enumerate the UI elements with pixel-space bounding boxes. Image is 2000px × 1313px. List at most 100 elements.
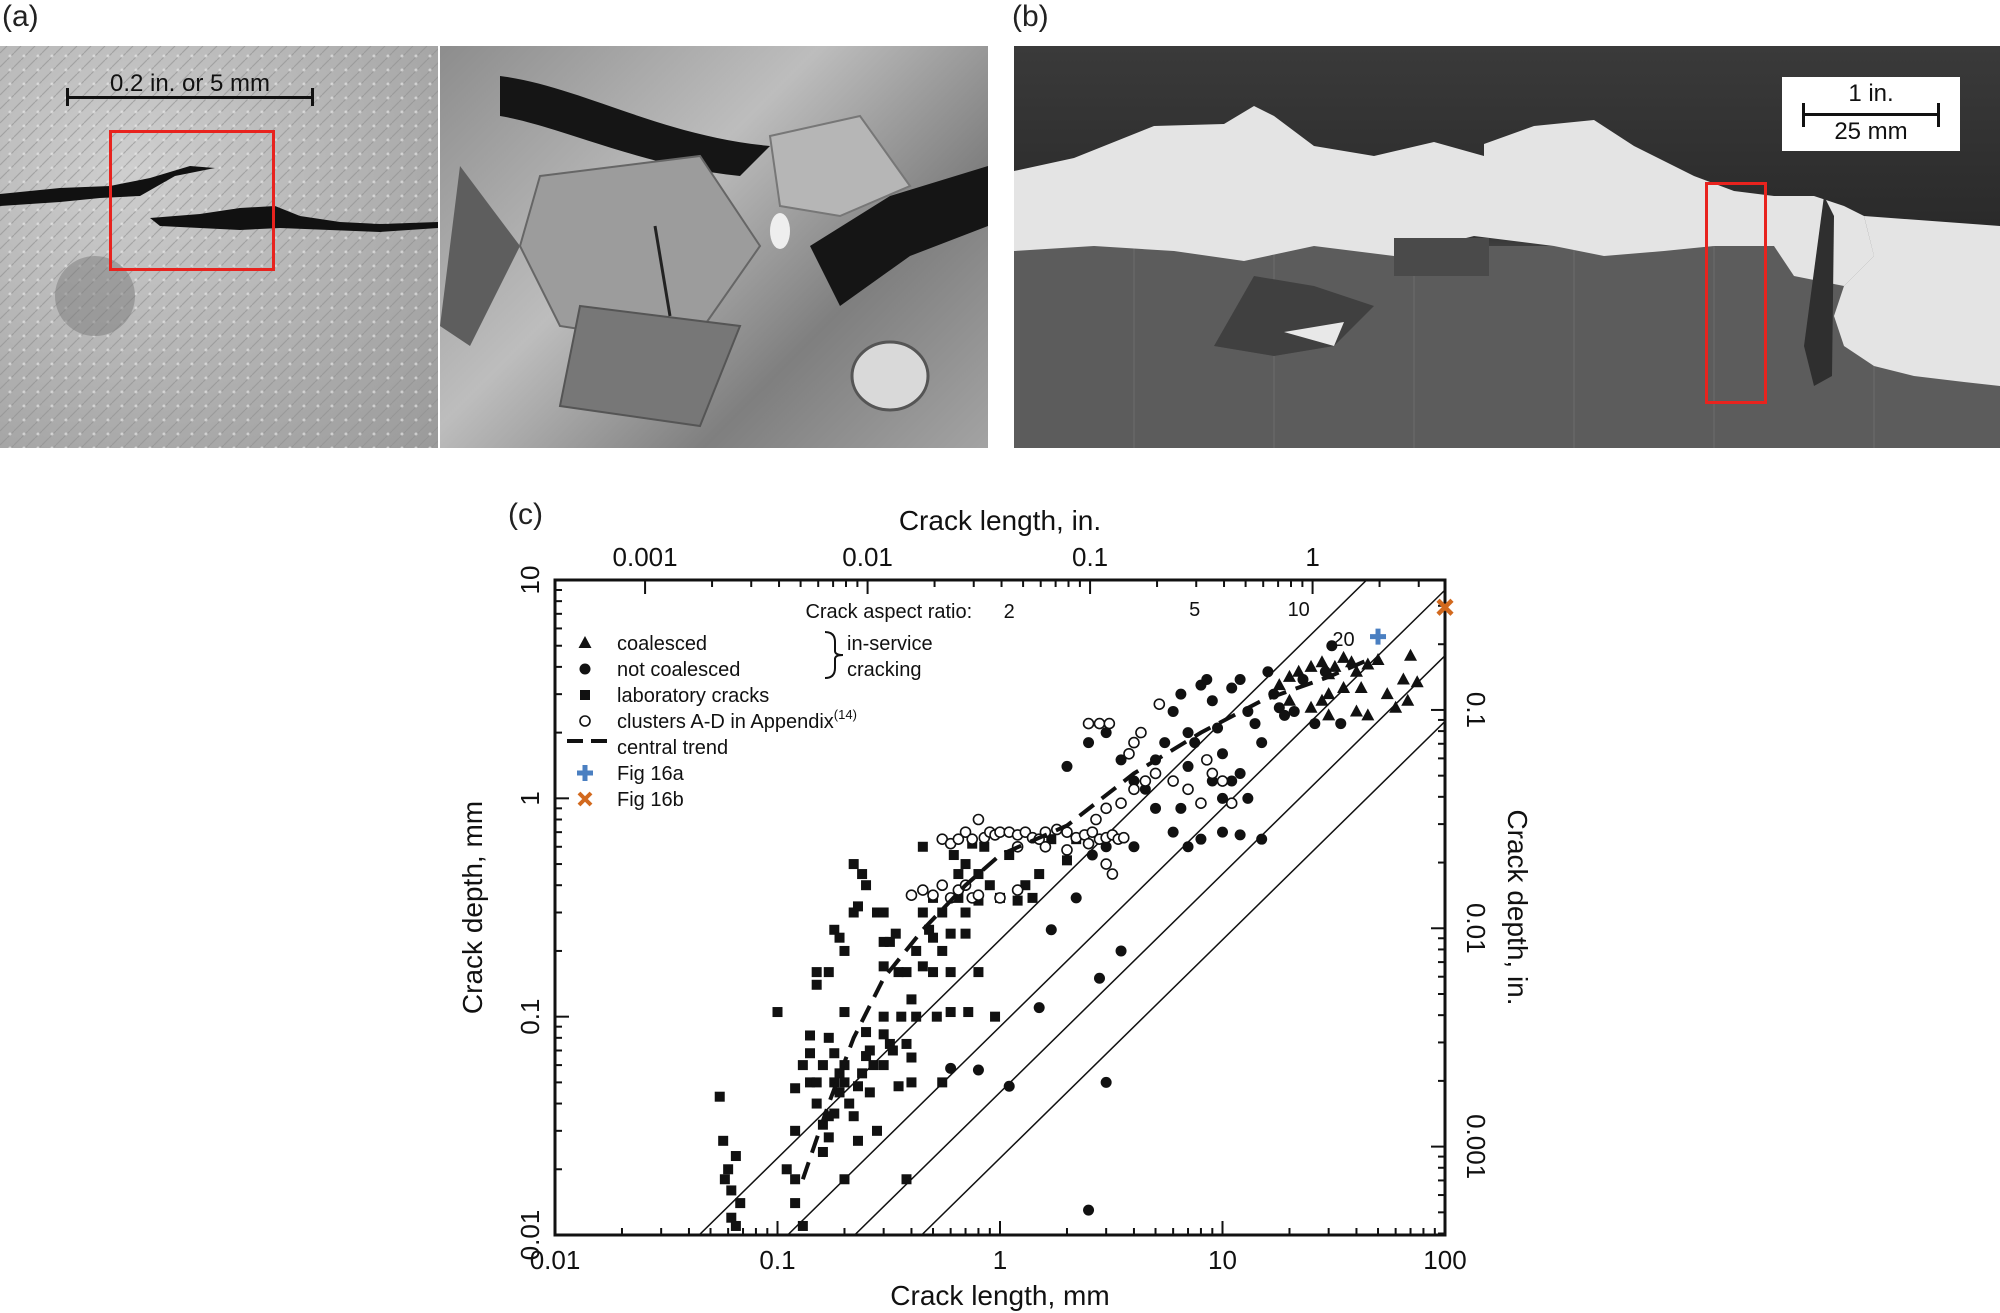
point-not-coalesced (1128, 841, 1140, 853)
point-laboratory-cracks (887, 1045, 898, 1056)
legend-not-coalesced-label: not coalesced (617, 659, 740, 681)
legend-coalesced-label: coalesced (617, 633, 707, 655)
point-laboratory-cracks (805, 1077, 816, 1088)
point-laboratory-cracks (878, 961, 889, 972)
point-clusters-a-d-in-appendix (1082, 837, 1095, 850)
point-coalesced (1371, 653, 1385, 666)
point-laboratory-cracks (719, 1174, 730, 1185)
point-laboratory-cracks (811, 979, 822, 990)
point-laboratory-cracks (945, 928, 956, 939)
point-laboratory-cracks (805, 1048, 816, 1059)
legend-cracking: cracking (847, 659, 921, 681)
point-laboratory-cracks (871, 1125, 882, 1136)
point-not-coalesced (1279, 709, 1291, 721)
point-not-coalesced (1335, 718, 1347, 730)
point-laboratory-cracks (852, 1135, 863, 1146)
point-coalesced (1349, 704, 1363, 717)
point-laboratory-cracks (928, 932, 939, 943)
point-laboratory-cracks (890, 928, 901, 939)
point-laboratory-cracks (937, 907, 948, 918)
point-laboratory-cracks (864, 1045, 875, 1056)
point-laboratory-cracks (973, 869, 984, 880)
point-laboratory-cracks (823, 1032, 834, 1043)
point-not-coalesced (1070, 892, 1082, 904)
legend-fig16b-marker (577, 791, 593, 807)
point-not-coalesced (1297, 674, 1309, 686)
point-laboratory-cracks (797, 1060, 808, 1071)
point-clusters-a-d-in-appendix (1216, 775, 1229, 787)
panel-label-a: (a) (2, 0, 39, 33)
point-laboratory-cracks (884, 936, 895, 947)
x2-axis-label: Crack length, in. (899, 505, 1101, 536)
point-coalesced (1322, 687, 1336, 700)
point-fig-16a (1370, 628, 1387, 645)
point-laboratory-cracks (1004, 850, 1015, 861)
point-clusters-a-d-in-appendix (1206, 767, 1219, 780)
point-laboratory-cracks (726, 1212, 737, 1223)
point-coalesced (1337, 650, 1351, 663)
point-laboratory-cracks (960, 859, 971, 870)
point-laboratory-cracks (937, 1077, 948, 1088)
scale-bar-label-a: 0.2 in. or 5 mm (109, 70, 271, 97)
point-clusters-a-d-in-appendix (1100, 802, 1112, 815)
point-clusters-a-d-in-appendix (936, 879, 949, 892)
point-not-coalesced (1086, 849, 1098, 861)
point-laboratory-cracks (829, 1108, 840, 1119)
legend-clusters-ref: (14) (834, 707, 857, 722)
point-not-coalesced (1115, 945, 1127, 957)
point-laboratory-cracks (790, 1198, 801, 1209)
point-clusters-a-d-in-appendix (1128, 783, 1140, 796)
point-not-coalesced (1100, 841, 1112, 853)
point-clusters-a-d-in-appendix (972, 813, 985, 826)
point-laboratory-cracks (829, 1048, 840, 1059)
point-laboratory-cracks (906, 1077, 917, 1088)
point-laboratory-cracks (948, 850, 959, 861)
point-laboratory-cracks (864, 1087, 875, 1098)
point-laboratory-cracks (893, 1081, 904, 1092)
point-not-coalesced (1175, 688, 1187, 700)
y2-tick-label: 0.1 (1461, 692, 1491, 728)
point-not-coalesced (1195, 833, 1207, 845)
legend-clusters-label: clusters A-D in Appendix(14) (617, 707, 857, 733)
point-laboratory-cracks (878, 1060, 889, 1071)
point-not-coalesced (1045, 924, 1057, 936)
point-coalesced (1272, 678, 1286, 691)
aspect-ratio-line (920, 720, 1445, 1235)
x-tick-label: 0.01 (530, 1245, 581, 1275)
point-clusters-a-d-in-appendix (959, 826, 972, 838)
point-not-coalesced (1175, 802, 1187, 814)
point-clusters-a-d-in-appendix (1115, 797, 1127, 809)
scale-bar-label-inch: 1 in. (1848, 80, 1894, 107)
point-not-coalesced (1093, 972, 1105, 984)
point-laboratory-cracks (893, 967, 904, 978)
point-not-coalesced (1128, 775, 1140, 787)
point-laboratory-cracks (878, 907, 889, 918)
point-not-coalesced (1083, 737, 1095, 749)
photo-b-fracture: 1 in. 25 mm (1014, 46, 2000, 448)
point-clusters-a-d-in-appendix (1117, 831, 1130, 844)
point-not-coalesced (1115, 754, 1127, 766)
point-not-coalesced (1234, 829, 1246, 841)
panel-label-b: (b) (1012, 0, 1049, 33)
point-laboratory-cracks (901, 967, 912, 978)
point-laboratory-cracks (772, 1007, 783, 1018)
point-laboratory-cracks (960, 907, 971, 918)
point-laboratory-cracks (817, 1060, 828, 1071)
point-clusters-a-d-in-appendix (994, 892, 1006, 904)
point-clusters-a-d-in-appendix (1090, 813, 1102, 826)
point-laboratory-cracks (735, 1198, 746, 1209)
point-clusters-a-d-in-appendix (905, 889, 918, 902)
point-laboratory-cracks (852, 1081, 863, 1092)
crack-shape-a (0, 46, 438, 448)
point-laboratory-cracks (1061, 855, 1072, 866)
point-not-coalesced (1217, 748, 1228, 760)
point-laboratory-cracks (878, 1029, 889, 1040)
legend-not-coalesced-marker (579, 663, 591, 675)
plot-layer (698, 580, 1445, 1235)
point-laboratory-cracks (917, 841, 928, 852)
aspect-ratio-title: Crack aspect ratio: (805, 601, 972, 623)
x2-tick-label: 1 (1305, 542, 1319, 572)
point-coalesced (1322, 708, 1336, 721)
point-laboratory-cracks (861, 880, 872, 891)
legend-laboratory-label: laboratory cracks (617, 685, 769, 707)
